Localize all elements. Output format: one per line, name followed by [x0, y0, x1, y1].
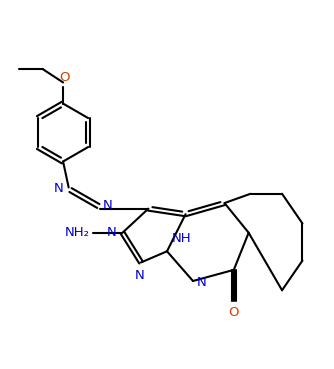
Text: O: O: [228, 306, 239, 319]
Text: NH₂: NH₂: [65, 226, 90, 239]
Text: NH: NH: [171, 232, 191, 245]
Text: N: N: [107, 226, 117, 239]
Text: O: O: [60, 71, 70, 84]
Text: N: N: [197, 276, 206, 289]
Text: N: N: [134, 269, 144, 282]
Text: N: N: [53, 182, 63, 195]
Text: N: N: [103, 199, 113, 212]
